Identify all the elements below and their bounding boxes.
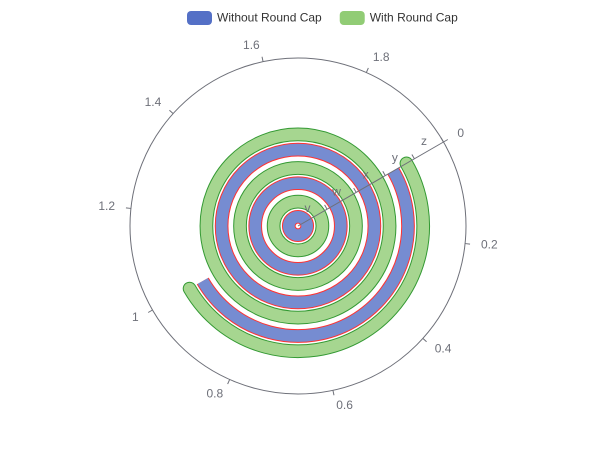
radius-tick-label: y [392,151,398,165]
angle-tick-label: 1.2 [98,199,115,213]
angle-tick [261,56,264,62]
angle-tick-label: 1.4 [145,95,162,109]
bar-fill [200,128,396,324]
angle-tick [147,309,153,313]
angle-tick [125,207,131,209]
bar [233,161,363,291]
angle-tick [227,379,231,385]
bars [182,127,430,358]
angle-tick-label: 1 [132,310,139,324]
bar [266,194,330,258]
angle-tick-label: 1.8 [373,50,390,64]
angle-tick [365,67,369,73]
angle-tick-label: 0.2 [481,237,498,251]
bar-fill [267,195,329,257]
bar [196,167,415,343]
bar [214,142,382,310]
angle-tick [443,139,449,143]
bar-fill [234,162,362,290]
radius-axis-line [297,141,444,227]
radius-tick [382,171,386,176]
bar [281,209,315,243]
radius-tick-label: v [305,201,311,215]
radius-tick [353,187,357,193]
angle-tick [332,390,335,396]
radius-tick-label: z [421,134,427,148]
bar-fill [249,177,347,275]
angle-tick-label: 0.4 [435,341,452,355]
legend-label: Without Round Cap [217,11,322,25]
angle-tick-label: 0 [457,126,464,140]
bar-fill [282,210,314,242]
radius-tick [324,204,328,210]
legend-swatch [339,11,365,25]
angle-tick-label: 1.6 [243,38,260,52]
bar [248,176,348,276]
radius-tick-label: w [331,184,341,198]
angle-tick [422,338,427,343]
legend-label: With Round Cap [370,11,458,25]
legend-swatch [187,11,212,25]
angle-tick [465,243,471,245]
angle-tick [169,109,174,114]
angle-tick-label: 0.6 [336,398,353,412]
angle-axis-line [129,57,467,395]
radius-tick [411,154,415,160]
radius-tick-label: x [363,168,369,182]
bar [182,156,430,358]
angle-tick-label: 0.8 [206,386,223,400]
bar-fill [197,168,414,342]
bar-fill [215,143,381,309]
bar [199,127,397,325]
bar-fill [183,157,429,357]
radius-tick [440,137,444,143]
